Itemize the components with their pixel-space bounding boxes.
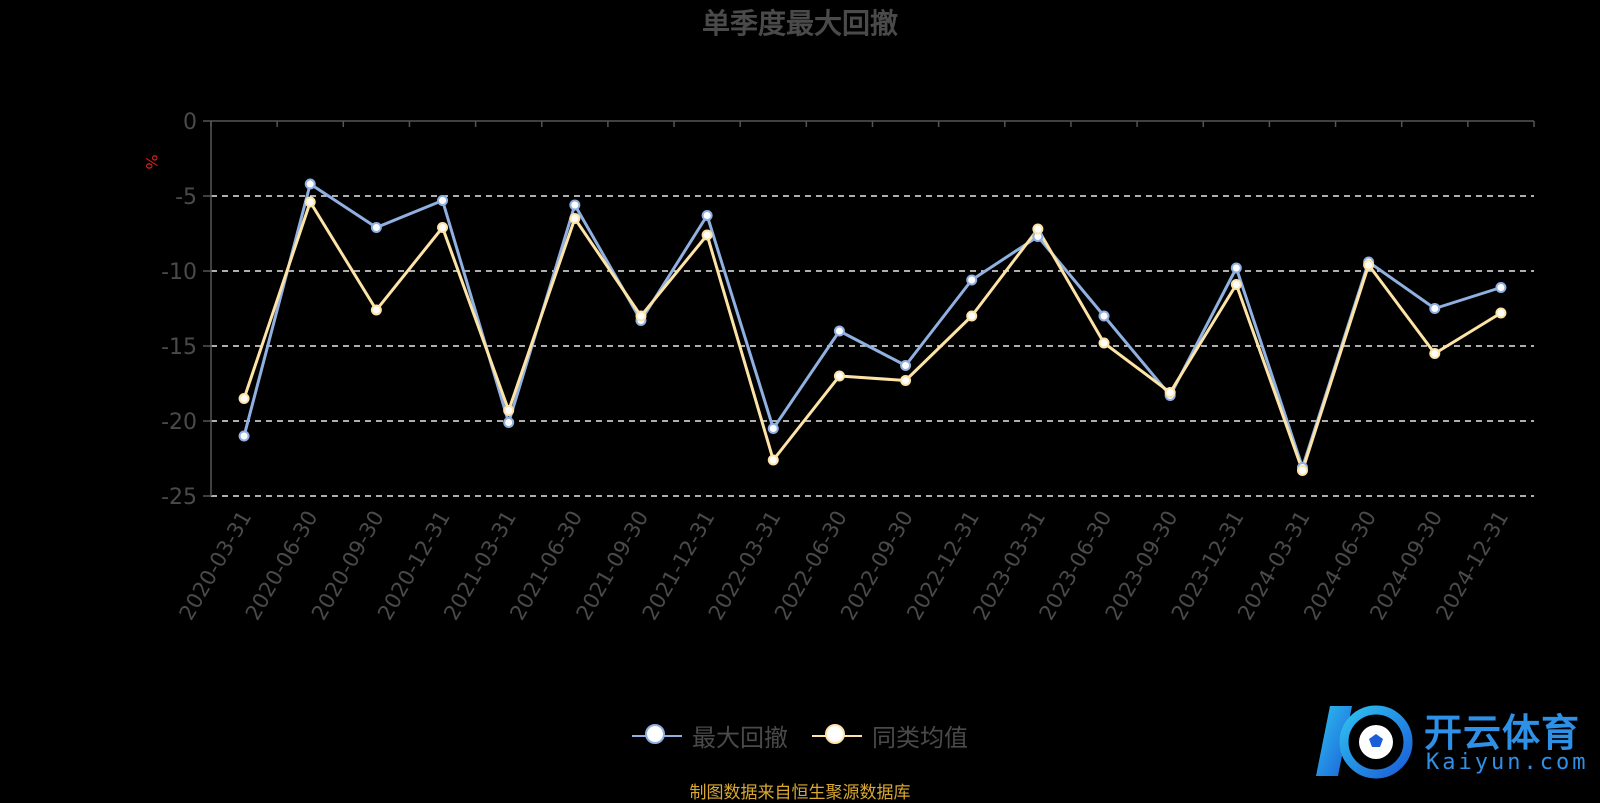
- data-point-series-1: [503, 405, 515, 416]
- logo-subtext: Kaiyun.com: [1426, 750, 1589, 775]
- data-point-series-1: [701, 229, 713, 241]
- data-point-series-0: [701, 210, 713, 221]
- data-point-series-1: [1230, 279, 1242, 290]
- logo-text: 开云体育: [1424, 711, 1581, 755]
- data-point-series-0: [304, 178, 316, 190]
- data-point-series-1: [767, 454, 779, 466]
- legend: 最大回撤 同类均值: [0, 718, 1600, 753]
- kaiyun-logo: 开云体育 Kaiyun.com: [1308, 698, 1590, 784]
- data-point-series-1: [1495, 307, 1507, 319]
- data-point-series-1: [1032, 223, 1044, 235]
- legend-swatch-icon: [632, 723, 682, 749]
- legend-swatch-icon: [812, 723, 862, 749]
- y-tick-label: -10: [161, 260, 197, 285]
- data-point-series-1: [304, 196, 316, 208]
- data-point-series-1: [437, 222, 449, 233]
- data-point-series-0: [966, 274, 978, 286]
- y-tick-label: 0: [183, 110, 197, 135]
- data-point-series-0: [569, 199, 581, 211]
- data-point-series-1: [370, 304, 382, 316]
- data-point-series-0: [1429, 303, 1441, 314]
- data-point-series-0: [833, 325, 845, 337]
- legend-item-max-drawdown[interactable]: 最大回撤: [632, 718, 788, 753]
- series-line-0: [242, 182, 1502, 469]
- data-point-series-1: [900, 375, 912, 386]
- data-point-series-1: [635, 310, 647, 322]
- soccer-ball-logo-icon: [1316, 705, 1413, 779]
- y-tick-label: -15: [161, 335, 197, 360]
- data-point-series-1: [1098, 337, 1110, 349]
- data-point-series-1: [238, 393, 250, 404]
- data-point-series-0: [370, 222, 382, 233]
- data-point-series-0: [1230, 262, 1242, 274]
- data-point-series-0: [1098, 310, 1110, 322]
- legend-label: 最大回撤: [692, 724, 788, 752]
- data-point-series-0: [503, 417, 515, 428]
- data-point-series-1: [966, 310, 978, 322]
- data-point-series-1: [1164, 387, 1176, 398]
- data-point-series-0: [1495, 282, 1507, 293]
- y-tick-label: -20: [161, 410, 197, 435]
- data-point-series-1: [833, 370, 845, 382]
- data-point-series-1: [1296, 465, 1308, 476]
- data-point-series-1: [1429, 348, 1441, 359]
- y-tick-label: -25: [161, 485, 197, 510]
- legend-item-category-average[interactable]: 同类均值: [812, 718, 968, 753]
- y-tick-label: -5: [175, 185, 197, 210]
- y-axis-label: %: [142, 154, 161, 169]
- data-point-series-0: [767, 423, 779, 434]
- chart-title: 单季度最大回撤: [701, 7, 898, 40]
- source-note: 制图数据来自恒生聚源数据库: [689, 783, 911, 803]
- data-point-series-0: [437, 195, 449, 206]
- data-point-series-0: [238, 430, 250, 442]
- data-point-series-1: [569, 213, 581, 224]
- series-line-1: [242, 200, 1502, 472]
- data-point-series-0: [900, 360, 912, 371]
- data-point-series-1: [1363, 259, 1375, 271]
- legend-label: 同类均值: [872, 724, 968, 752]
